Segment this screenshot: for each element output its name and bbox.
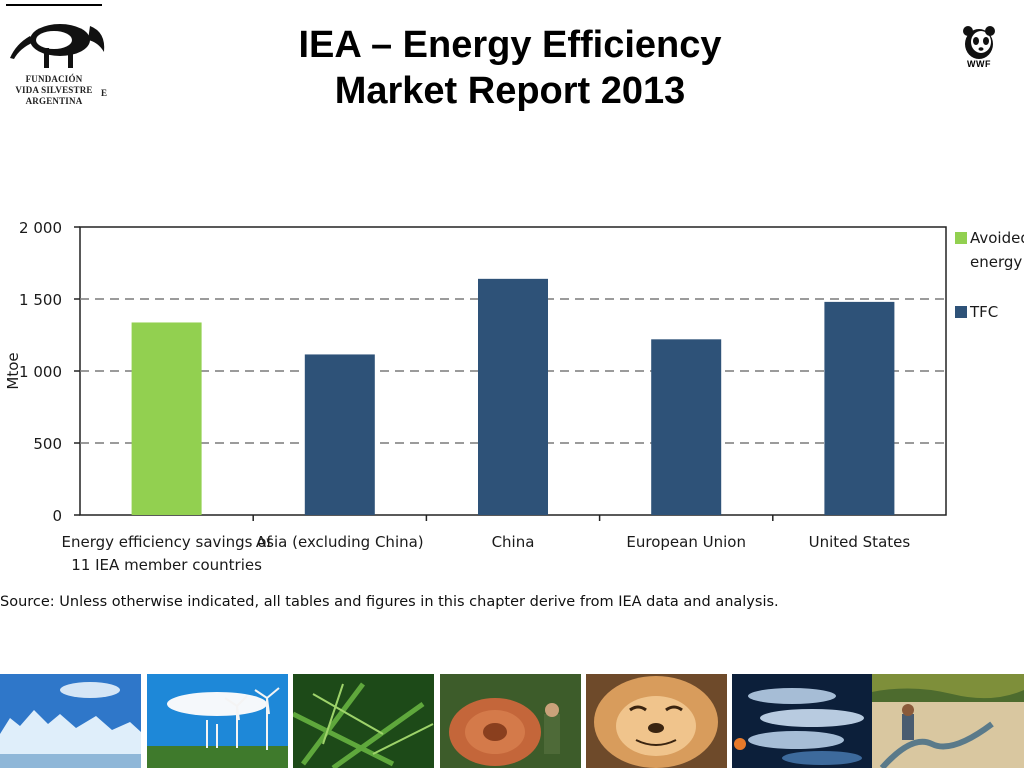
- org-name-line-3: ARGENTINA: [25, 96, 83, 106]
- org-name-line-2: VIDA SILVESTRE: [15, 85, 93, 95]
- y-tick-label: 1 000: [19, 363, 62, 381]
- panda-icon: [963, 26, 995, 59]
- fern-photo: [293, 674, 434, 768]
- drought-photo: [872, 674, 1024, 768]
- page-title-line-1: IEA – Energy Efficiency: [298, 24, 722, 66]
- source-note: Source: Unless otherwise indicated, all …: [0, 594, 779, 610]
- fundacion-vida-silvestre-logo: FUNDACIÓN VIDA SILVESTRE ARGENTINA E: [4, 4, 108, 116]
- x-category-label: Asia (excluding China): [256, 533, 424, 551]
- photo-strip: [0, 674, 1024, 768]
- x-category-label: United States: [809, 533, 911, 551]
- bar-tfc: [478, 278, 548, 515]
- wind-turbines-photo: [147, 674, 288, 768]
- org-name: FUNDACIÓN VIDA SILVESTRE ARGENTINA: [4, 74, 104, 107]
- org-name-line-1: FUNDACIÓN: [25, 74, 83, 84]
- y-axis-title: Mtoe: [4, 352, 22, 389]
- anteater-icon: [10, 24, 105, 68]
- bar-tfc: [304, 354, 375, 515]
- y-tick-label: 500: [33, 435, 62, 453]
- tree-log-photo: [440, 674, 581, 768]
- legend-label: Avoided: [970, 229, 1024, 247]
- bar-chart: 0 500 1 000 1 500 2 000 Mtoe Energy efficiency…: [0, 210, 1024, 590]
- legend-label: energy: [970, 253, 1022, 271]
- legend-label: TFC: [969, 303, 998, 321]
- seal-photo: [586, 674, 727, 768]
- x-category-label: Energy efficiency savings of: [62, 533, 273, 551]
- glacier-photo: [0, 674, 141, 768]
- x-category-label: European Union: [626, 533, 746, 551]
- y-tick-label: 1 500: [19, 291, 62, 309]
- y-tick-label: 2 000: [19, 219, 62, 237]
- x-category-label: 11 IEA member countries: [71, 556, 262, 574]
- page-title-line-2: Market Report 2013: [334, 70, 686, 112]
- y-tick-label: 0: [52, 507, 62, 525]
- salmon-photo: [732, 674, 873, 768]
- bar-tfc: [651, 339, 722, 515]
- logo-rule: [6, 4, 102, 6]
- bar-avoided-energy: [131, 322, 202, 515]
- legend-swatch: [955, 232, 967, 244]
- wwf-text: WWF: [967, 59, 991, 69]
- bar-tfc: [824, 301, 895, 515]
- wwf-logo: WWF: [960, 26, 998, 74]
- x-category-label: China: [492, 533, 535, 551]
- page-title: IEA – Energy Efficiency Market Report 20…: [210, 22, 810, 114]
- logo-edge-letter: E: [101, 88, 108, 98]
- legend-swatch: [955, 306, 967, 318]
- chart-canvas: 0 500 1 000 1 500 2 000 Mtoe Energy efficiency…: [4, 219, 1024, 574]
